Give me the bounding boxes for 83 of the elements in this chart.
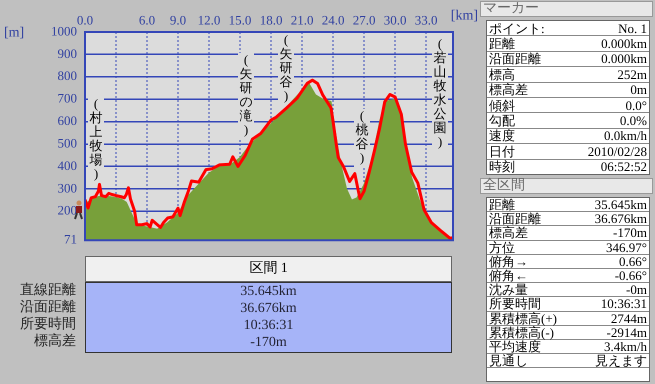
annotation: (桃谷) [356, 108, 368, 165]
text: 06:52:52 [600, 159, 647, 174]
text: 勾配 [489, 113, 515, 128]
x-tick-label: 30.0 [384, 12, 406, 28]
text: 沿面距離 [489, 211, 541, 226]
annotation: (矢研の滝) [240, 52, 252, 137]
text: 見通し [489, 353, 528, 368]
x-tick-label: 0.0 [76, 12, 94, 28]
text: 2010/02/28 [588, 144, 647, 159]
text: 所要時間 [489, 296, 541, 312]
x-axis-title: [km] [450, 8, 478, 24]
text: 標高差 [34, 334, 76, 351]
text: 346.97° [606, 240, 647, 255]
annotation: (若山牧水公園) [434, 36, 446, 149]
text: 3.4km/h [604, 338, 647, 354]
text: 標高差 [489, 225, 528, 240]
text: 傾斜 [489, 98, 515, 113]
text: -170m [249, 334, 288, 351]
x-tick-label: 6.0 [138, 12, 156, 28]
y-tick-label: 600 [58, 113, 77, 128]
text: 累積標高(-) [489, 324, 554, 340]
annotation: (村上牧場) [88, 96, 102, 181]
text: 0m [630, 82, 647, 98]
text: 所要時間 [20, 317, 76, 333]
text: 累積標高(+) [489, 310, 557, 326]
text: 35.645km [594, 197, 647, 212]
x-tick-label: 15.0 [228, 12, 252, 28]
y-tick-label: 700 [58, 90, 77, 106]
text: 252m [617, 66, 647, 82]
text: 10:36:31 [600, 296, 647, 312]
annotation: (矢研谷) [280, 32, 292, 103]
y-tick-label: 800 [58, 68, 77, 84]
text: 0.000km [601, 51, 647, 66]
text: 見えます [595, 353, 647, 368]
text: 10:36:31 [242, 317, 294, 334]
text: -2914m [606, 324, 647, 340]
text: 35.645km [239, 283, 298, 300]
text: マーカー [480, 1, 653, 17]
text: 直線距離 [20, 283, 76, 300]
y-tick-label: 71 [64, 232, 77, 247]
text: 全区間 [480, 178, 653, 194]
text: 36.676km [239, 300, 298, 317]
text: 0.0km/h [604, 128, 647, 144]
text: 区間 1 [85, 256, 452, 282]
text: 時刻 [489, 159, 515, 174]
y-axis-title: [m] [4, 26, 24, 41]
text: 沿面距離 [489, 51, 541, 66]
x-tick-label: 24.0 [322, 12, 344, 28]
text: 俯角← [489, 268, 528, 284]
x-tick-label: 9.0 [170, 12, 186, 28]
text: 沈み量 [489, 282, 528, 298]
y-tick-label: 1000 [51, 23, 77, 38]
y-tick-label: 500 [58, 135, 77, 150]
y-tick-label: 400 [58, 158, 77, 173]
y-tick-label: 300 [58, 180, 77, 196]
text: 2744m [610, 310, 647, 326]
x-tick-label: 21.0 [290, 12, 314, 28]
x-tick-label: 18.0 [260, 12, 282, 28]
x-tick-label: 12.0 [198, 12, 220, 28]
text: 日付 [489, 144, 515, 159]
text: 0.000km [601, 36, 647, 52]
text: 平均速度 [489, 338, 541, 354]
text: 方位 [489, 240, 515, 255]
text: 沿面距離 [20, 300, 76, 316]
text: 距離 [489, 197, 515, 212]
text: 標高 [489, 66, 515, 82]
text: 0.0% [620, 113, 647, 128]
y-tick-label: 900 [58, 46, 77, 61]
text: 距離 [489, 36, 515, 52]
text: 標高差 [489, 82, 528, 98]
text: 36.676km [594, 211, 647, 226]
text: No. 1 [618, 20, 647, 36]
text: -0.66° [614, 268, 647, 284]
y-tick-label: 200 [58, 202, 77, 218]
x-tick-label: 27.0 [352, 12, 376, 28]
text: -170m [613, 225, 647, 240]
x-tick-label: 33.0 [414, 12, 438, 28]
text: -0m [626, 282, 647, 298]
text: 0.0° [626, 98, 647, 113]
text: 速度 [489, 128, 515, 144]
text: 俯角→ [489, 254, 528, 269]
text: ポイント: [489, 20, 545, 36]
text: 0.66° [619, 254, 647, 269]
